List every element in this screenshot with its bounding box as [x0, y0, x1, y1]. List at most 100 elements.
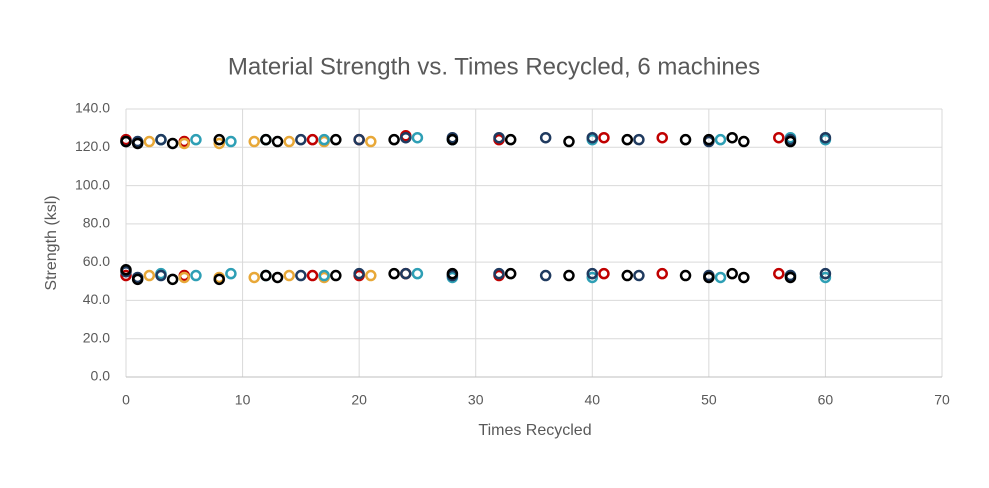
- data-point: [411, 267, 424, 280]
- x-tick-label: 10: [235, 392, 251, 408]
- data-point: [143, 135, 156, 148]
- data-point: [190, 269, 202, 282]
- data-point: [656, 267, 668, 280]
- data-point: [563, 269, 575, 282]
- data-point: [120, 264, 132, 276]
- data-point: [726, 267, 738, 280]
- data-point: [784, 135, 797, 148]
- data-point: [703, 133, 715, 146]
- data-point: [400, 267, 412, 280]
- y-tick-label: 20.0: [83, 329, 110, 345]
- data-point: [539, 131, 552, 144]
- x-tick-label: 20: [351, 392, 367, 408]
- y-tick-label: 40.0: [83, 291, 110, 307]
- data-point: [621, 133, 634, 146]
- data-point: [493, 131, 505, 144]
- data-point: [714, 271, 727, 284]
- data-point: [539, 269, 552, 282]
- data-point: [166, 137, 179, 150]
- data-point: [388, 133, 400, 146]
- data-point: [143, 269, 156, 282]
- data-point: [155, 133, 167, 146]
- data-point: [633, 133, 645, 146]
- data-point: [120, 269, 132, 282]
- data-point: [714, 133, 727, 146]
- data-point: [131, 137, 144, 150]
- data-point: [131, 273, 144, 286]
- data-point: [656, 131, 668, 144]
- data-point: [773, 267, 785, 280]
- data-point: [446, 133, 459, 146]
- data-point: [703, 271, 715, 284]
- data-point: [504, 133, 517, 146]
- y-tick-label: 80.0: [83, 215, 110, 231]
- data-point: [178, 271, 191, 284]
- chart-title: Material Strength vs. Times Recycled, 6 …: [228, 53, 760, 80]
- data-point: [726, 131, 738, 144]
- data-point: [738, 135, 750, 148]
- x-tick-label: 0: [122, 392, 130, 408]
- data-point: [271, 271, 284, 284]
- data-point: [586, 267, 599, 280]
- data-point: [318, 269, 330, 282]
- data-point: [213, 273, 226, 286]
- y-tick-label: 60.0: [83, 253, 110, 269]
- data-point: [295, 269, 307, 282]
- data-point: [353, 267, 365, 280]
- data-point: [400, 131, 412, 144]
- data-point: [598, 131, 610, 144]
- data-point: [155, 269, 167, 282]
- data-point: [563, 135, 575, 148]
- data-point: [738, 271, 750, 284]
- data-point: [411, 131, 424, 144]
- data-point: [784, 271, 797, 284]
- x-tick-label: 60: [818, 392, 834, 408]
- data-point: [365, 269, 377, 282]
- data-point: [493, 267, 505, 280]
- data-point: [679, 269, 692, 282]
- data-point: [330, 133, 342, 146]
- data-point: [295, 133, 307, 146]
- data-point: [213, 137, 226, 150]
- data-point: [388, 267, 400, 280]
- data-point: [773, 131, 785, 144]
- x-tick-label: 70: [934, 392, 950, 408]
- data-point: [504, 267, 517, 280]
- y-axis-title: Strength (ksl): [43, 195, 60, 290]
- data-point: [353, 133, 365, 146]
- y-tick-label: 120.0: [75, 138, 110, 154]
- data-point: [248, 135, 260, 148]
- y-tick-label: 140.0: [75, 100, 110, 116]
- y-tick-label: 0.0: [91, 368, 111, 384]
- data-point: [598, 267, 610, 280]
- data-point: [633, 269, 645, 282]
- data-point: [283, 135, 295, 148]
- data-point: [166, 273, 179, 286]
- data-point: [283, 269, 295, 282]
- data-point: [586, 271, 599, 284]
- data-point: [365, 135, 377, 148]
- data-point: [446, 267, 459, 280]
- data-point: [621, 269, 634, 282]
- data-point: [318, 133, 330, 146]
- data-point: [679, 133, 692, 146]
- data-point: [330, 269, 342, 282]
- data-point: [819, 131, 832, 144]
- data-point: [178, 137, 191, 150]
- data-point: [213, 133, 226, 146]
- x-axis-title: Times Recycled: [478, 422, 591, 439]
- x-tick-label: 30: [468, 392, 484, 408]
- data-point: [260, 133, 272, 146]
- y-tick-label: 100.0: [75, 176, 110, 192]
- x-tick-label: 50: [701, 392, 717, 408]
- data-point: [819, 267, 832, 280]
- data-point: [225, 135, 237, 148]
- data-point: [120, 135, 132, 148]
- x-tick-label: 40: [584, 392, 600, 408]
- data-point: [225, 267, 237, 280]
- data-point: [271, 135, 284, 148]
- data-point: [819, 271, 832, 284]
- data-point: [190, 133, 202, 146]
- data-point: [248, 271, 260, 284]
